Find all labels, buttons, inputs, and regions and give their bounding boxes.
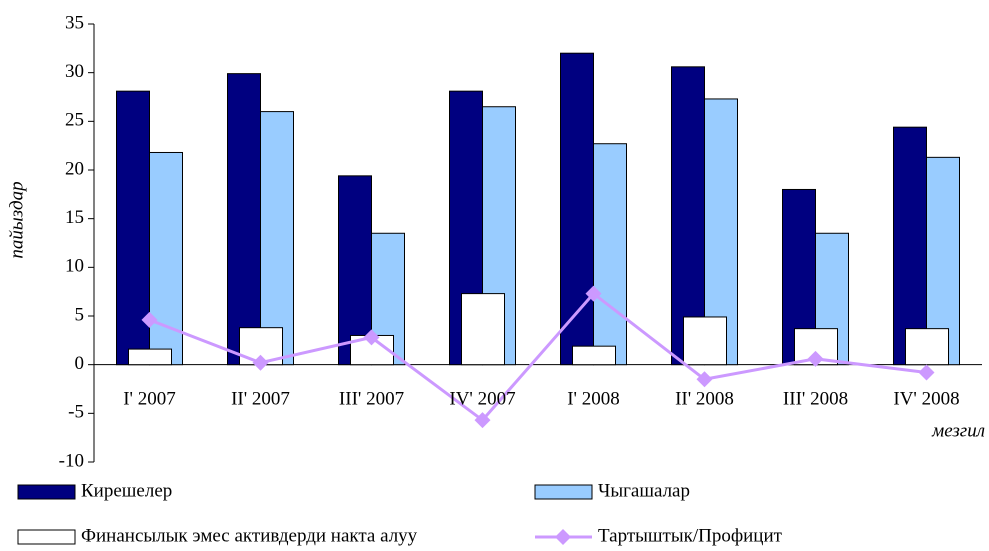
line xyxy=(148,291,927,423)
marker xyxy=(807,350,824,367)
y-tick-label: -10 xyxy=(59,450,84,471)
legend-label: Тартыштык/Профицит xyxy=(598,525,783,546)
bar xyxy=(116,90,150,366)
bar xyxy=(593,143,627,366)
bar xyxy=(128,348,172,366)
y-tick-label: 15 xyxy=(65,207,84,228)
marker xyxy=(363,329,380,346)
y-tick-label: 30 xyxy=(65,61,84,82)
x-tick-label: I' 2008 xyxy=(567,388,620,409)
y-tick-label: 10 xyxy=(65,256,84,277)
x-tick-label: II' 2007 xyxy=(231,388,290,409)
y-tick-label: 25 xyxy=(65,110,84,131)
bar xyxy=(461,293,505,366)
marker xyxy=(474,412,491,429)
bar xyxy=(338,175,372,366)
x-tick-label: IV' 2007 xyxy=(449,388,515,409)
legend-label: Чыгашалар xyxy=(598,480,690,501)
bar xyxy=(683,316,727,366)
legend-swatch xyxy=(17,529,76,545)
marker xyxy=(141,311,158,328)
y-tick-label: 20 xyxy=(65,158,84,179)
y-axis-label: пайыздар xyxy=(6,181,27,258)
bar xyxy=(905,328,949,366)
bar xyxy=(572,345,616,366)
legend-swatch xyxy=(17,484,76,500)
bar xyxy=(260,111,294,366)
marker xyxy=(918,364,935,381)
x-tick-label: II' 2008 xyxy=(675,388,734,409)
x-tick-label: III' 2008 xyxy=(783,388,848,409)
y-tick-label: -5 xyxy=(68,402,84,423)
x-axis-label: мезгил xyxy=(931,420,985,441)
legend-label: Кирешелер xyxy=(81,480,172,501)
y-tick-label: 5 xyxy=(75,304,85,325)
bar xyxy=(671,66,705,366)
legend-marker xyxy=(555,529,571,545)
x-tick-label: I' 2007 xyxy=(123,388,176,409)
legend-swatch xyxy=(534,484,593,500)
bar xyxy=(560,52,594,366)
y-tick-label: 35 xyxy=(65,12,84,33)
legend-label: Финансылык эмес активдерди накта алуу xyxy=(81,525,418,546)
marker xyxy=(696,371,713,388)
bar xyxy=(227,73,261,366)
x-tick-label: IV' 2008 xyxy=(893,388,959,409)
y-tick-label: 0 xyxy=(75,353,85,374)
marker xyxy=(585,285,602,302)
bar xyxy=(149,151,183,366)
x-tick-label: III' 2007 xyxy=(339,388,404,409)
marker xyxy=(252,354,269,371)
